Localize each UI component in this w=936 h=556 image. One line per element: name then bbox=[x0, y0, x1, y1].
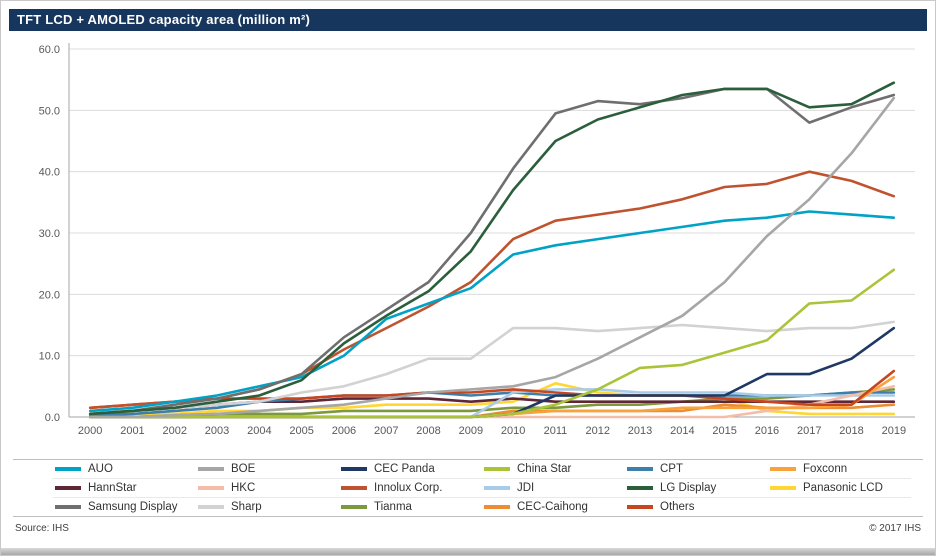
legend-item-hkc: HKC bbox=[196, 479, 339, 498]
legend-label-lg-display: LG Display bbox=[660, 482, 717, 494]
x-tick-label: 2018 bbox=[839, 425, 863, 437]
legend-label-innolux-corp: Innolux Corp. bbox=[374, 482, 443, 494]
legend-swatch-foxconn bbox=[770, 467, 796, 471]
x-tick-label: 2017 bbox=[797, 425, 821, 437]
series-line-boe bbox=[88, 96, 896, 419]
legend-item-cec-caihong: CEC-Caihong bbox=[482, 498, 625, 516]
series-line-samsung-display bbox=[88, 87, 896, 416]
x-tick-label: 2006 bbox=[332, 425, 356, 437]
legend-item-jdi: JDI bbox=[482, 479, 625, 498]
legend-label-cpt: CPT bbox=[660, 463, 683, 475]
legend-swatch-samsung-display bbox=[55, 505, 81, 509]
legend-label-cec-caihong: CEC-Caihong bbox=[517, 501, 588, 513]
legend-label-cec-panda: CEC Panda bbox=[374, 463, 435, 475]
source-note: Source: IHS bbox=[15, 523, 69, 534]
y-tick-label: 10.0 bbox=[39, 351, 60, 363]
x-tick-label: 2002 bbox=[163, 425, 187, 437]
series-line-innolux-corp bbox=[88, 170, 896, 410]
x-tick-label: 2007 bbox=[374, 425, 398, 437]
x-tick-label: 2016 bbox=[755, 425, 779, 437]
legend-item-sharp: Sharp bbox=[196, 498, 339, 516]
series-line-others bbox=[88, 369, 896, 410]
legend-label-hkc: HKC bbox=[231, 482, 256, 494]
legend-item-boe: BOE bbox=[196, 460, 339, 479]
legend-label-others: Others bbox=[660, 501, 695, 513]
legend-item-tianma: Tianma bbox=[339, 498, 482, 516]
legend-swatch-hannstar bbox=[55, 486, 81, 490]
y-tick-label: 30.0 bbox=[39, 228, 60, 240]
chart-legend: AUO BOE CEC Panda China Star CPT Foxconn HannS… bbox=[13, 459, 923, 517]
series-line-sharp bbox=[88, 320, 896, 413]
legend-swatch-boe bbox=[198, 467, 224, 471]
legend-label-sharp: Sharp bbox=[231, 501, 262, 513]
legend-label-china-star: China Star bbox=[517, 463, 572, 475]
y-tick-label: 60.0 bbox=[39, 44, 60, 56]
series-line-auo bbox=[88, 210, 896, 413]
legend-swatch-sharp bbox=[198, 505, 224, 509]
x-tick-label: 2009 bbox=[459, 425, 483, 437]
legend-item-lg-display: LG Display bbox=[625, 479, 768, 498]
x-tick-label: 2000 bbox=[78, 425, 102, 437]
legend-swatch-cec-caihong bbox=[484, 505, 510, 509]
legend-item-china-star: China Star bbox=[482, 460, 625, 479]
legend-swatch-china-star bbox=[484, 467, 510, 471]
legend-swatch-panasonic-lcd bbox=[770, 486, 796, 490]
legend-item-panasonic-lcd: Panasonic LCD bbox=[768, 479, 911, 498]
legend-swatch-tianma bbox=[341, 505, 367, 509]
y-tick-label: 20.0 bbox=[39, 289, 60, 301]
legend-item-others: Others bbox=[625, 498, 768, 516]
line-chart: 0.0 10.0 20.0 30.0 40.0 50.0 60.0 2000 2001 2002 2… bbox=[39, 43, 915, 437]
x-tick-label: 2003 bbox=[205, 425, 229, 437]
series-line-china-star bbox=[88, 268, 896, 419]
legend-item-hannstar: HannStar bbox=[53, 479, 196, 498]
chart-title: TFT LCD + AMOLED capacity area (million … bbox=[17, 12, 311, 27]
legend-swatch-auo bbox=[55, 467, 81, 471]
legend-swatch-innolux-corp bbox=[341, 486, 367, 490]
legend-item-foxconn: Foxconn bbox=[768, 460, 911, 479]
y-tick-label: 50.0 bbox=[39, 105, 60, 117]
x-tick-label: 2015 bbox=[712, 425, 736, 437]
legend-swatch-lg-display bbox=[627, 486, 653, 490]
legend-label-boe: BOE bbox=[231, 463, 256, 475]
legend-label-panasonic-lcd: Panasonic LCD bbox=[803, 482, 883, 494]
legend-label-foxconn: Foxconn bbox=[803, 463, 848, 475]
x-tick-label: 2012 bbox=[586, 425, 610, 437]
chart-title-bar: TFT LCD + AMOLED capacity area (million … bbox=[9, 9, 927, 31]
x-tick-label: 2005 bbox=[289, 425, 313, 437]
footer: Source: IHS © 2017 IHS bbox=[9, 517, 927, 534]
legend-item-samsung-display: Samsung Display bbox=[53, 498, 196, 516]
x-tick-label: 2014 bbox=[670, 425, 694, 437]
x-tick-label: 2013 bbox=[628, 425, 652, 437]
legend-item-auo: AUO bbox=[53, 460, 196, 479]
legend-label-samsung-display: Samsung Display bbox=[88, 501, 178, 513]
legend-swatch-others bbox=[627, 505, 653, 509]
legend-swatch-jdi bbox=[484, 486, 510, 490]
x-tick-label: 2004 bbox=[247, 425, 271, 437]
x-tick-label: 2001 bbox=[120, 425, 144, 437]
legend-item-cec-panda: CEC Panda bbox=[339, 460, 482, 479]
legend-label-tianma: Tianma bbox=[374, 501, 412, 513]
legend-swatch-cec-panda bbox=[341, 467, 367, 471]
legend-swatch-hkc bbox=[198, 486, 224, 490]
x-tick-label: 2019 bbox=[882, 425, 906, 437]
legend-label-auo: AUO bbox=[88, 463, 113, 475]
legend-item-cpt: CPT bbox=[625, 460, 768, 479]
series-line-lg-display bbox=[88, 81, 896, 416]
legend-item-innolux-corp: Innolux Corp. bbox=[339, 479, 482, 498]
copyright-note: © 2017 IHS bbox=[869, 523, 921, 534]
y-tick-label: 40.0 bbox=[39, 167, 60, 179]
legend-swatch-cpt bbox=[627, 467, 653, 471]
window-bottom-edge bbox=[1, 548, 935, 555]
legend-label-hannstar: HannStar bbox=[88, 482, 137, 494]
x-tick-label: 2010 bbox=[501, 425, 525, 437]
y-tick-label: 0.0 bbox=[45, 412, 60, 424]
legend-label-jdi: JDI bbox=[517, 482, 535, 494]
x-tick-label: 2011 bbox=[544, 425, 568, 437]
x-tick-label: 2008 bbox=[416, 425, 440, 437]
